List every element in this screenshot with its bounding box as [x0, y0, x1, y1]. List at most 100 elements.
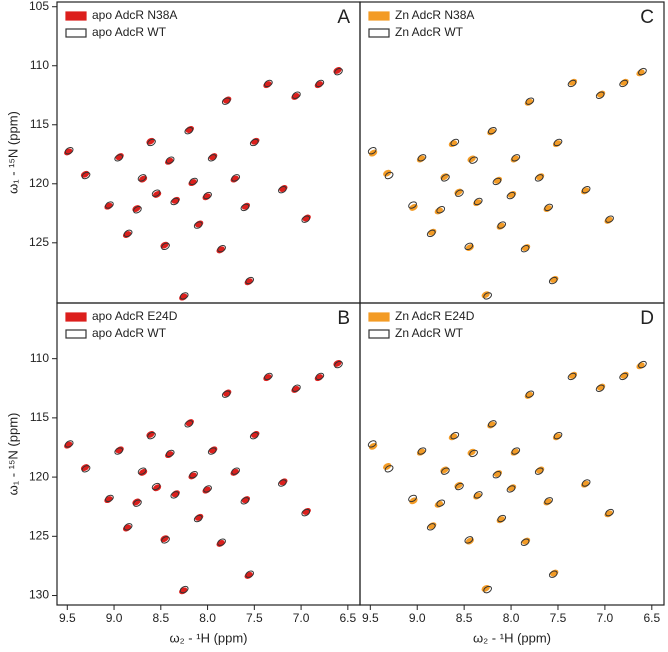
peak — [417, 154, 427, 162]
panel-frame — [56, 1, 361, 304]
y-tick-label: 115 — [30, 117, 49, 131]
peak — [217, 244, 226, 253]
peak — [179, 585, 189, 594]
peak — [165, 449, 175, 458]
peak — [544, 203, 553, 212]
peak — [440, 467, 450, 475]
peak — [548, 570, 558, 578]
peak — [277, 185, 287, 194]
peak — [334, 360, 343, 369]
peak — [483, 585, 493, 594]
peak — [207, 447, 217, 455]
panel-frame — [56, 302, 361, 606]
peak — [203, 485, 212, 493]
peak — [133, 206, 142, 214]
peak — [123, 523, 133, 531]
peak — [605, 508, 614, 517]
peak — [605, 215, 614, 223]
x-tick-label: 7.5 — [550, 611, 567, 625]
x-tick-label: 9.5 — [362, 611, 379, 625]
peak — [384, 465, 394, 473]
x-tick-label: 7.5 — [246, 611, 263, 625]
legend-swatch — [65, 312, 87, 322]
peak — [511, 154, 521, 162]
panel-label: D — [640, 308, 654, 329]
y-tick-label: 120 — [29, 469, 49, 483]
peak — [638, 67, 647, 76]
y-tick-label: 110 — [30, 58, 49, 72]
panel: Zn AdcR N38A Zn AdcR WT C — [359, 1, 665, 304]
peak — [525, 97, 535, 105]
x-tick-label: 7.0 — [293, 611, 310, 625]
panel: apo AdcR E24D apo AdcR WT B 110 115 120 125 130… — [5, 302, 361, 645]
peak — [469, 449, 478, 458]
y-axis-label: ω₁ - ¹⁵N (ppm) — [5, 413, 20, 496]
peak — [193, 514, 203, 523]
peak — [301, 215, 311, 223]
legend-label: apo AdcR WT — [92, 25, 167, 39]
peak — [487, 126, 497, 135]
peak — [492, 471, 502, 479]
peak — [123, 229, 133, 238]
panel-label: A — [337, 7, 350, 28]
peak — [473, 491, 483, 499]
x-tick-label: 9.0 — [409, 611, 426, 625]
peak — [426, 523, 436, 531]
peak — [231, 467, 241, 475]
peak — [464, 536, 474, 544]
peak — [189, 177, 198, 186]
peak — [179, 292, 189, 300]
peak — [64, 147, 74, 155]
peak — [114, 447, 124, 455]
peak — [525, 390, 535, 398]
peak — [240, 497, 250, 505]
peak — [189, 471, 198, 479]
legend-swatch — [65, 11, 87, 21]
peak — [170, 491, 180, 499]
peak — [301, 508, 311, 517]
peak — [104, 201, 114, 209]
x-tick-label: 8.5 — [152, 611, 169, 625]
peak — [64, 440, 74, 448]
legend-label: apo AdcR WT — [92, 326, 167, 340]
x-tick-label: 6.5 — [643, 611, 660, 625]
peak — [367, 147, 377, 155]
y-tick-label: 125 — [29, 528, 49, 542]
x-tick-label: 8.5 — [456, 611, 473, 625]
peak — [315, 79, 325, 88]
peak — [638, 360, 647, 369]
peak — [292, 384, 301, 392]
peak — [184, 420, 194, 428]
y-tick-label: 115 — [30, 410, 49, 424]
panel-frame — [359, 1, 665, 304]
peak — [408, 201, 417, 209]
peak — [450, 431, 460, 440]
peak — [544, 497, 553, 505]
peak — [249, 138, 259, 147]
peak — [263, 372, 273, 381]
peak — [483, 292, 493, 300]
peak — [506, 191, 516, 200]
peak — [245, 276, 255, 285]
x-tick-label: 9.5 — [59, 611, 76, 625]
peak — [417, 447, 427, 455]
peak — [151, 189, 161, 197]
peak — [240, 203, 250, 212]
peak — [217, 538, 226, 546]
peak — [277, 479, 287, 487]
x-tick-label: 9.0 — [106, 611, 123, 625]
peak — [384, 171, 394, 180]
legend-swatch — [368, 11, 390, 21]
peak — [581, 185, 591, 194]
peak — [567, 372, 577, 381]
peak — [203, 191, 212, 200]
x-tick-label: 6.5 — [339, 611, 356, 625]
legend-swatch — [65, 329, 87, 339]
peak — [81, 171, 91, 180]
peak — [487, 420, 497, 428]
peak — [440, 174, 450, 182]
peak — [469, 156, 478, 164]
peak — [137, 174, 147, 182]
x-tick-label: 7.0 — [597, 611, 614, 625]
peak — [473, 197, 483, 206]
